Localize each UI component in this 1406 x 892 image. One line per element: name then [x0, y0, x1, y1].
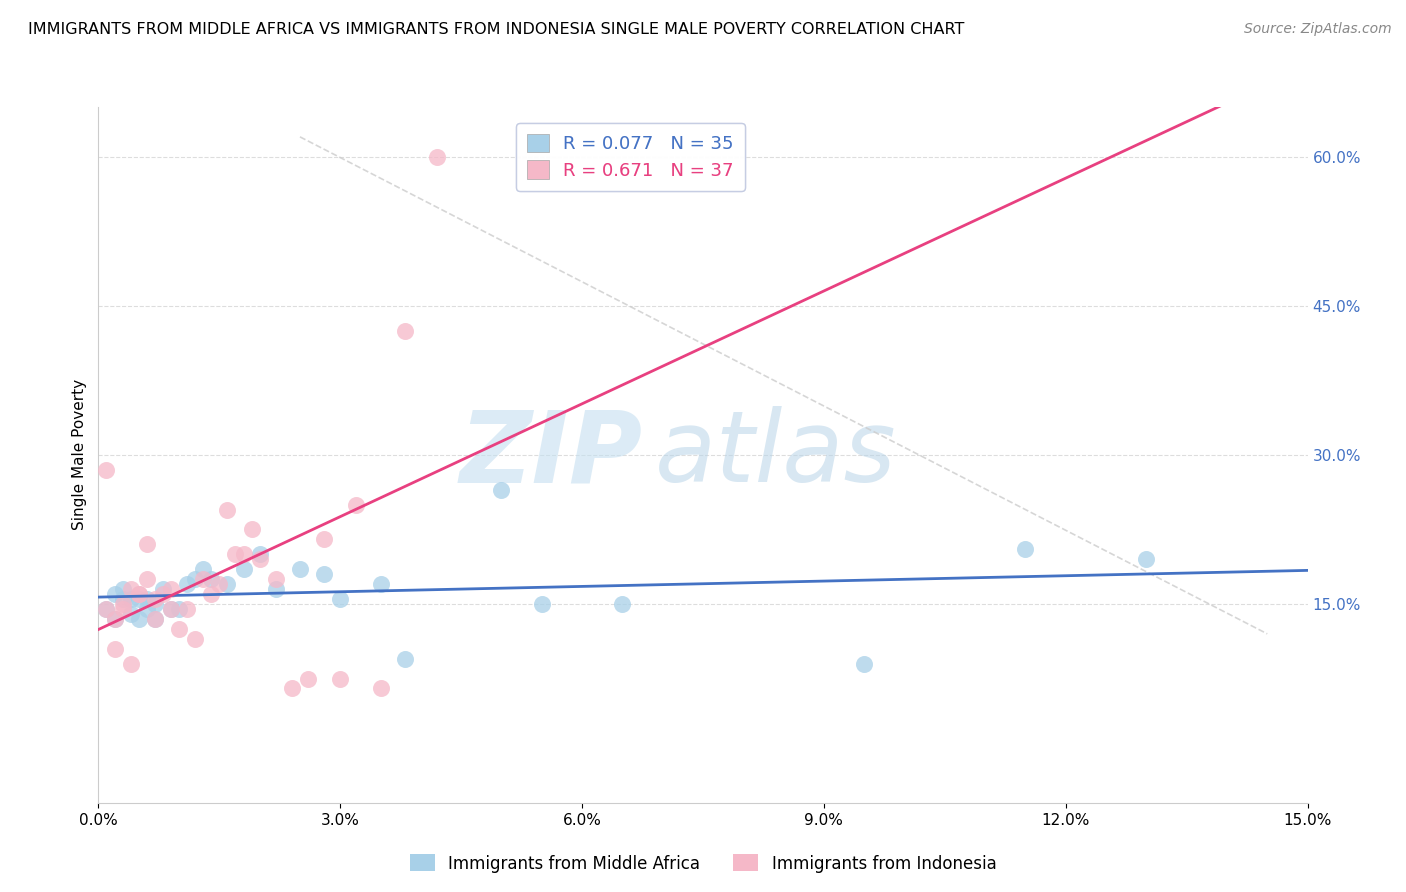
Point: [224, 547, 246, 561]
Point: [167, 622, 190, 636]
Point: [1014, 542, 1036, 557]
Legend: Immigrants from Middle Africa, Immigrants from Indonesia: Immigrants from Middle Africa, Immigrant…: [404, 847, 1002, 880]
Point: [143, 597, 166, 611]
Point: [103, 641, 125, 656]
Point: [426, 150, 449, 164]
Point: [135, 572, 157, 586]
Point: [152, 587, 174, 601]
Point: [264, 582, 287, 596]
Point: [232, 547, 254, 561]
Point: [135, 592, 157, 607]
Point: [111, 597, 134, 611]
Point: [152, 582, 174, 596]
Point: [160, 582, 183, 596]
Point: [264, 572, 287, 586]
Point: [329, 592, 352, 607]
Point: [394, 324, 416, 338]
Text: ZIP: ZIP: [460, 407, 643, 503]
Point: [135, 537, 157, 551]
Point: [232, 562, 254, 576]
Text: atlas: atlas: [655, 407, 896, 503]
Point: [135, 602, 157, 616]
Point: [200, 572, 222, 586]
Y-axis label: Single Male Poverty: Single Male Poverty: [72, 379, 87, 531]
Point: [370, 577, 392, 591]
Point: [193, 572, 215, 586]
Point: [612, 597, 634, 611]
Point: [217, 577, 239, 591]
Point: [128, 587, 150, 601]
Point: [297, 672, 319, 686]
Point: [344, 498, 367, 512]
Point: [143, 592, 166, 607]
Point: [329, 672, 352, 686]
Point: [281, 681, 304, 696]
Point: [111, 582, 134, 596]
Point: [249, 547, 271, 561]
Point: [103, 587, 125, 601]
Point: [176, 577, 198, 591]
Point: [128, 587, 150, 601]
Point: [143, 612, 166, 626]
Point: [103, 612, 125, 626]
Point: [240, 523, 263, 537]
Point: [128, 612, 150, 626]
Text: IMMIGRANTS FROM MIDDLE AFRICA VS IMMIGRANTS FROM INDONESIA SINGLE MALE POVERTY C: IMMIGRANTS FROM MIDDLE AFRICA VS IMMIGRA…: [28, 22, 965, 37]
Point: [96, 463, 118, 477]
Point: [120, 592, 142, 607]
Point: [120, 607, 142, 621]
Point: [217, 502, 239, 516]
Point: [184, 632, 207, 646]
Point: [160, 602, 183, 616]
Point: [314, 533, 336, 547]
Point: [314, 567, 336, 582]
Point: [491, 483, 513, 497]
Point: [1135, 552, 1157, 566]
Point: [184, 572, 207, 586]
Point: [111, 602, 134, 616]
Point: [200, 587, 222, 601]
Point: [288, 562, 311, 576]
Point: [120, 582, 142, 596]
Point: [530, 597, 553, 611]
Point: [394, 651, 416, 665]
Point: [249, 552, 271, 566]
Point: [111, 592, 134, 607]
Point: [176, 602, 198, 616]
Legend: R = 0.077   N = 35, R = 0.671   N = 37: R = 0.077 N = 35, R = 0.671 N = 37: [516, 123, 745, 191]
Point: [193, 562, 215, 576]
Point: [853, 657, 876, 671]
Point: [96, 602, 118, 616]
Point: [370, 681, 392, 696]
Point: [167, 602, 190, 616]
Point: [96, 602, 118, 616]
Text: Source: ZipAtlas.com: Source: ZipAtlas.com: [1244, 22, 1392, 37]
Point: [128, 592, 150, 607]
Point: [103, 612, 125, 626]
Point: [120, 657, 142, 671]
Point: [208, 577, 231, 591]
Point: [143, 612, 166, 626]
Point: [160, 602, 183, 616]
